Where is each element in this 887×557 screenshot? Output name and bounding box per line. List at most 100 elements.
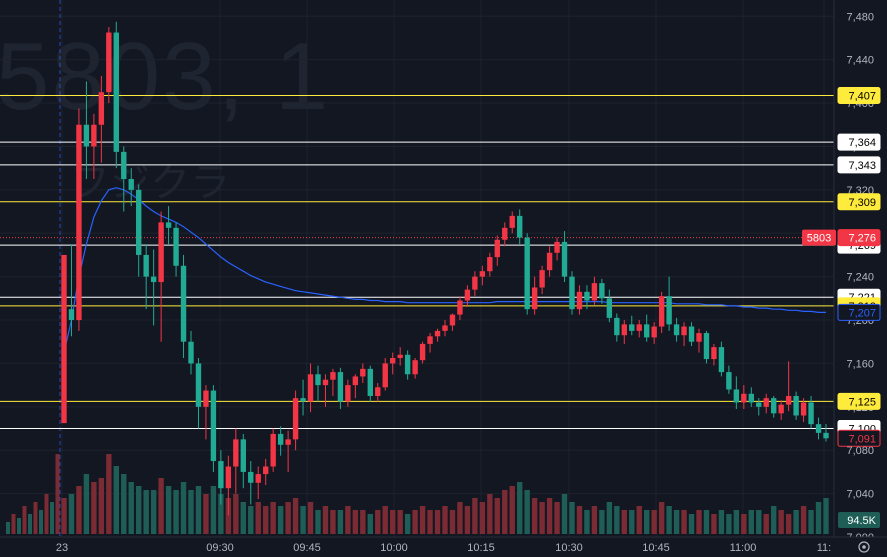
candle-body (479, 271, 486, 277)
candle-body (808, 402, 814, 425)
candle-body (539, 270, 545, 288)
candle-body (390, 358, 396, 364)
volume-bar (128, 482, 134, 534)
watermark-symbol: 5803, 1 (0, 23, 331, 130)
volume-bar (218, 494, 224, 534)
volume-bar (55, 454, 60, 534)
ma-label: 7,207 (848, 307, 876, 319)
candle-body (561, 241, 568, 277)
volume-bar (524, 490, 530, 534)
watermark-name: フジクラ (70, 161, 230, 205)
time-tick-label: 10:30 (555, 542, 583, 554)
candle-body (688, 326, 695, 342)
candle-body (300, 398, 306, 402)
volume-bar (143, 490, 149, 534)
volume-bar (300, 506, 306, 534)
volume-bar (292, 498, 299, 534)
candle-body (591, 283, 598, 301)
volume-bar (165, 486, 172, 534)
volume-bar (39, 510, 43, 534)
volume-bar (382, 506, 388, 534)
volume-bar (688, 514, 695, 534)
candle-body (457, 300, 463, 315)
volume-bar (808, 510, 814, 534)
volume-bar (531, 498, 538, 534)
volume-bar (330, 510, 336, 534)
candle-body (823, 432, 829, 439)
candle-body (741, 393, 747, 403)
volume-bar (337, 510, 344, 534)
volume-bar (173, 490, 179, 534)
candle-body (158, 222, 164, 283)
volume-bar (584, 510, 590, 534)
candle-body (569, 276, 575, 310)
volume-bar (6, 522, 10, 534)
volume-bar (591, 506, 598, 534)
candle-body (225, 466, 232, 489)
volume-bar (136, 486, 142, 534)
volume-bar (517, 482, 523, 534)
volume-bar (188, 490, 194, 534)
candle-body (68, 309, 75, 321)
time-tick-label: 09:45 (293, 542, 321, 554)
volume-bar (248, 506, 254, 534)
volume-bar (793, 510, 799, 534)
candle-body (412, 360, 418, 375)
candle-body (763, 398, 769, 407)
candle-body (345, 385, 351, 402)
current-price-label: 7,276 (848, 233, 876, 245)
volume-bar (352, 510, 359, 534)
candle-body (419, 343, 426, 361)
candle-body (292, 398, 299, 440)
candle-body (240, 439, 246, 472)
volume-bar (576, 506, 583, 534)
volume-bar (68, 494, 75, 534)
time-tick-label: 10:00 (380, 542, 408, 554)
time-tick-label: 11:00 (730, 542, 757, 554)
candle-body (367, 368, 373, 396)
candle-body (509, 215, 515, 228)
volume-bar (539, 502, 545, 534)
candle-body (718, 347, 725, 373)
candle-body (434, 330, 441, 337)
level-label-bg (837, 133, 881, 151)
volume-bar (561, 494, 568, 534)
volume-bar (472, 498, 478, 534)
volume-bar (360, 510, 366, 534)
level-label: 7,309 (848, 197, 876, 209)
candle-body (76, 124, 82, 321)
candle-body (696, 333, 702, 342)
volume-bar (823, 498, 829, 534)
last-close-label-bg (837, 429, 881, 447)
moving-average-line (63, 187, 826, 353)
price-tick-label: 7,480 (846, 11, 874, 23)
volume-bar (28, 514, 32, 534)
candle-body (307, 374, 314, 402)
volume-bar (195, 486, 202, 534)
ma-label-bg (837, 303, 881, 321)
candle-body (210, 390, 217, 462)
volume-bar (285, 502, 291, 534)
candle-body (113, 32, 119, 152)
last-close-label: 7,091 (848, 433, 876, 445)
volume-bar (464, 506, 471, 534)
volume-bar (263, 506, 269, 534)
volume-bar (614, 506, 620, 534)
price-tick-label: 7,160 (846, 358, 874, 370)
level-label-bg (837, 392, 881, 410)
candle-body (464, 289, 471, 301)
candle-body (106, 32, 112, 93)
price-tick-label: 7,040 (846, 489, 874, 501)
candle-body (621, 324, 627, 336)
volume-bar (17, 518, 21, 534)
volume-bar (307, 502, 314, 534)
candle-body (360, 368, 366, 377)
candle-body (629, 324, 635, 331)
volume-bar (509, 486, 515, 534)
candle-body (778, 404, 784, 414)
volume-bar (629, 510, 635, 534)
volume-bar (569, 502, 575, 534)
candle-body (793, 395, 799, 416)
